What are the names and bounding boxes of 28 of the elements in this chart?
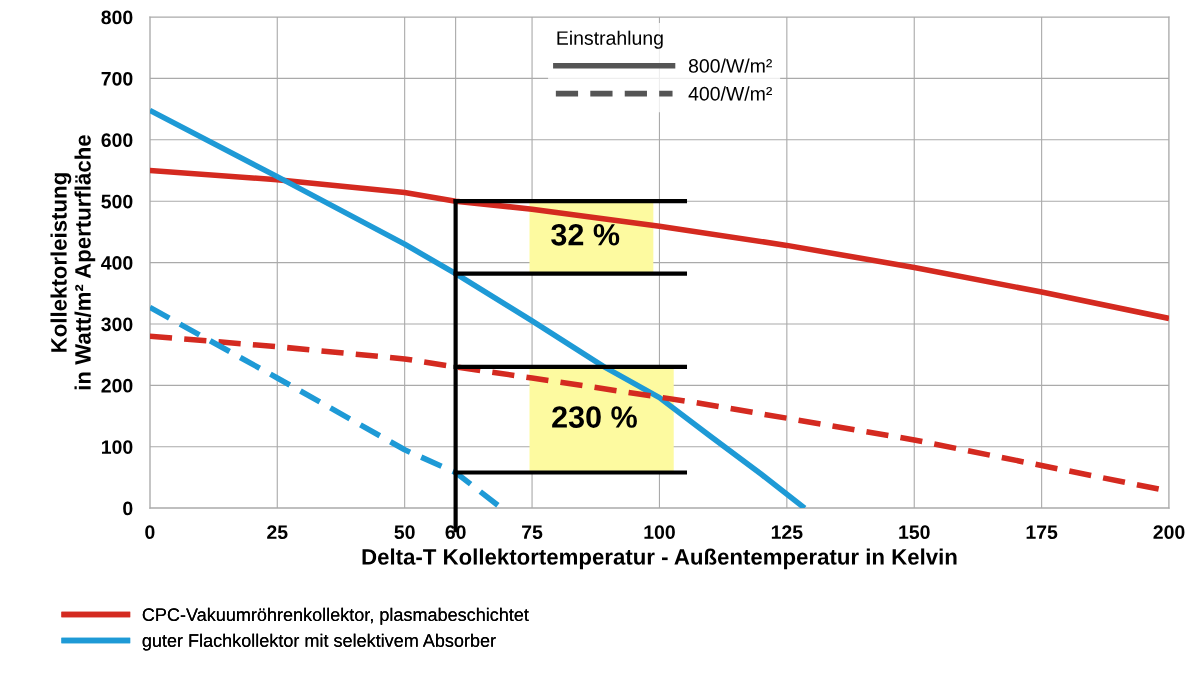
- annotation: 230 %: [552, 406, 637, 428]
- x-axis-title: Delta-T Kollektortemperatur - Außentemperatur in Kelvin: [362, 548, 957, 570]
- x-tick-label: 125: [771, 525, 803, 540]
- legend-title: Einstrahlung: [557, 30, 663, 49]
- annotation: 800/W/m²: [688, 58, 772, 73]
- x-tick-label: 175: [1026, 525, 1058, 540]
- x-tick-label: 100: [644, 525, 675, 540]
- x-tick-label: 25: [267, 525, 288, 540]
- y-tick-label: 300: [101, 317, 133, 332]
- y-axis-title: Kollektorleistung in Watt/m² Aperturfläche: [50, 135, 96, 390]
- y-tick-label: 600: [101, 133, 133, 148]
- y-tick-label: 700: [101, 71, 133, 86]
- x-tick-label: 60: [445, 525, 466, 540]
- x-tick-label: 200: [1153, 525, 1185, 540]
- legend-label: guter Flachkollektor mit selektivem Absorber: [142, 633, 496, 651]
- y-tick-label: 500: [101, 194, 133, 209]
- y-tick-label: 800: [101, 10, 133, 25]
- annotation: 400/W/m²: [688, 86, 772, 101]
- x-tick-label: 0: [145, 525, 155, 540]
- x-tick-label: 50: [394, 525, 415, 540]
- y-tick-label: 200: [101, 378, 133, 393]
- x-tick-label: 150: [899, 525, 930, 540]
- y-tick-label: 0: [123, 501, 133, 516]
- x-tick-label: 75: [522, 525, 543, 540]
- annotation: 32 %: [551, 223, 620, 246]
- legend-label: CPC-Vakuumröhrenkollektor, plasmabeschichtet: [142, 607, 529, 625]
- y-tick-label: 100: [101, 440, 133, 454]
- y-tick-label: 400: [101, 256, 133, 270]
